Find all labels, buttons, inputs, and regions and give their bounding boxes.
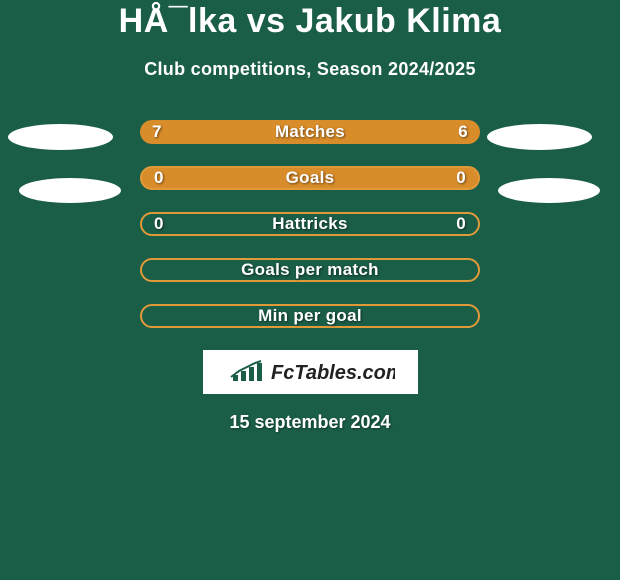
- season-subtitle: Club competitions, Season 2024/2025: [144, 59, 476, 80]
- stat-left-value: 7: [152, 122, 162, 142]
- decorative-ellipse: [498, 178, 600, 203]
- stats-panel: 7 Matches 6 0 Goals 0 0 Hattricks 0 Goals per mat…: [140, 120, 480, 328]
- decorative-ellipse: [19, 178, 121, 203]
- stat-row: Min per goal: [140, 304, 480, 328]
- fctables-logo: FcTables.com: [225, 357, 395, 387]
- snapshot-date: 15 september 2024: [229, 412, 390, 433]
- decorative-ellipse: [8, 124, 113, 150]
- stat-left-value: 0: [154, 214, 164, 234]
- stat-label: Goals: [286, 168, 335, 188]
- stat-label: Goals per match: [241, 260, 379, 280]
- stat-row: 0 Hattricks 0: [140, 212, 480, 236]
- stat-left-value: 0: [154, 168, 164, 188]
- stat-right-value: 6: [458, 122, 468, 142]
- stat-right-value: 0: [456, 168, 466, 188]
- fctables-logo-box: FcTables.com: [203, 350, 418, 394]
- stat-label: Hattricks: [272, 214, 347, 234]
- fctables-logo-text: FcTables.com: [271, 362, 395, 384]
- stat-row: Goals per match: [140, 258, 480, 282]
- stat-right-value: 0: [456, 214, 466, 234]
- page-title: HÅ¯lka vs Jakub Klima: [119, 2, 502, 41]
- stat-row: 0 Goals 0: [140, 166, 480, 190]
- stat-row: 7 Matches 6: [140, 120, 480, 144]
- stat-label: Matches: [275, 122, 345, 142]
- decorative-ellipse: [487, 124, 592, 150]
- stat-label: Min per goal: [258, 306, 362, 326]
